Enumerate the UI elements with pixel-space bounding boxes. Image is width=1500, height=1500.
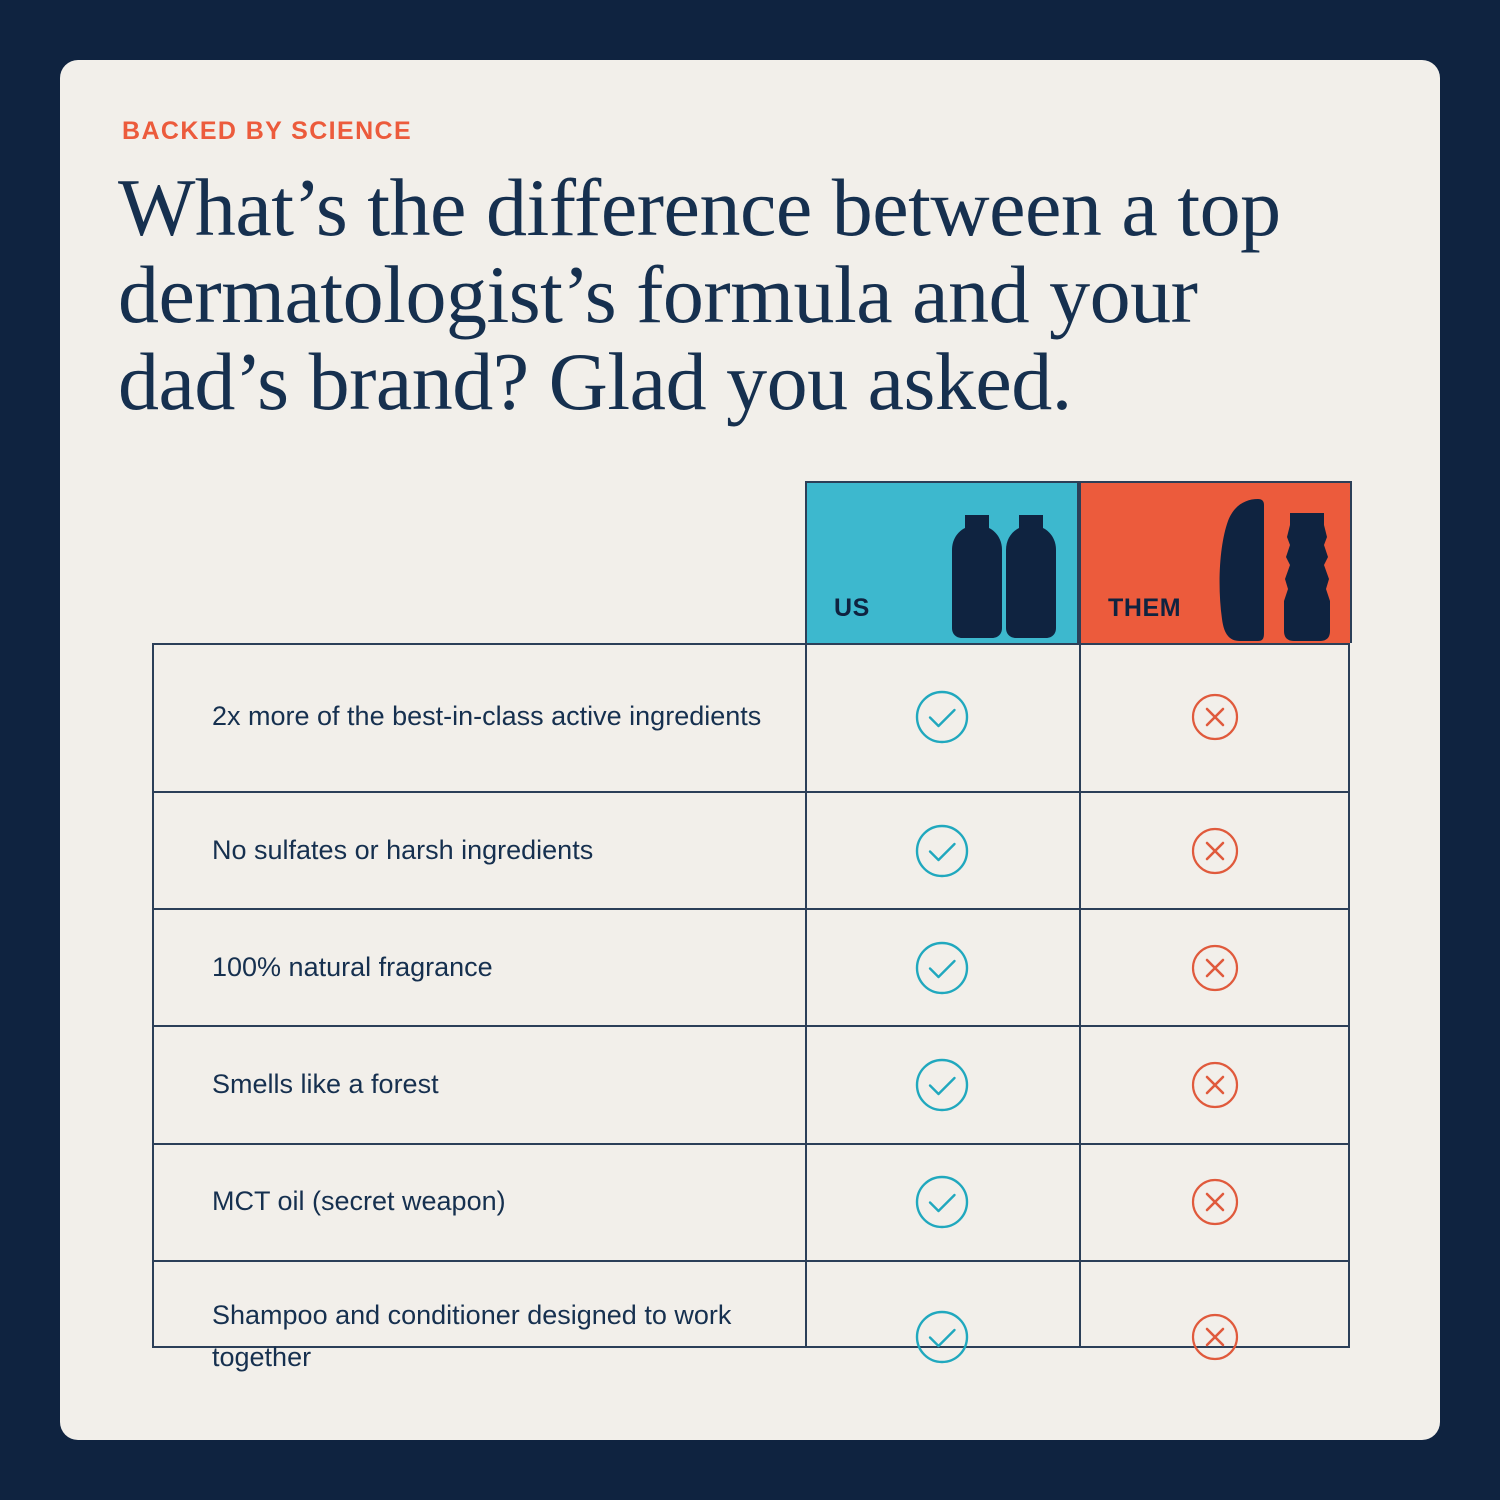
x-circle-icon [1188, 1310, 1242, 1364]
table-row: Shampoo and conditioner designed to work… [154, 1262, 1348, 1412]
page-title: What’s the difference between a top derm… [118, 162, 1281, 427]
row-label: MCT oil (secret weapon) [212, 1186, 506, 1217]
table-top-border [154, 643, 1348, 645]
column-header-us: US [805, 481, 1079, 643]
table-row: 100% natural fragrance [154, 910, 1348, 1028]
table-row: Smells like a forest [154, 1027, 1348, 1145]
row-label: No sulfates or harsh ingredients [212, 834, 594, 865]
check-circle-icon [915, 941, 969, 995]
table-row: No sulfates or harsh ingredients [154, 793, 1348, 911]
row-label: 2x more of the best-in-class active ingr… [212, 701, 762, 732]
x-circle-icon [1188, 824, 1242, 878]
content-card: BACKED BY SCIENCE What’s the difference … [60, 60, 1440, 1440]
x-circle-icon [1188, 1175, 1242, 1229]
comparison-table: US THEM [152, 481, 1352, 1372]
column-header-them-label: THEM [1108, 594, 1182, 622]
check-circle-icon [915, 824, 969, 878]
check-circle-icon [915, 690, 969, 744]
row-label: Smells like a forest [212, 1069, 439, 1100]
table-row: 2x more of the best-in-class active ingr… [154, 643, 1348, 793]
column-divider-right [1079, 643, 1081, 1346]
x-circle-icon [1188, 690, 1242, 744]
column-header-them: THEM [1079, 481, 1352, 643]
eyebrow-label: BACKED BY SCIENCE [122, 117, 413, 145]
check-circle-icon [915, 1310, 969, 1364]
column-divider-left [805, 643, 807, 1346]
check-circle-icon [915, 1175, 969, 1229]
row-label: Shampoo and conditioner designed to work… [212, 1299, 732, 1372]
x-circle-icon [1188, 941, 1242, 995]
check-circle-icon [915, 1058, 969, 1112]
table-row: MCT oil (secret weapon) [154, 1145, 1348, 1262]
column-header-us-label: US [834, 594, 870, 622]
row-label: 100% natural fragrance [212, 951, 493, 982]
generic-bottles-icon [1218, 495, 1340, 643]
x-circle-icon [1188, 1058, 1242, 1112]
clean-bottles-icon [947, 511, 1067, 643]
